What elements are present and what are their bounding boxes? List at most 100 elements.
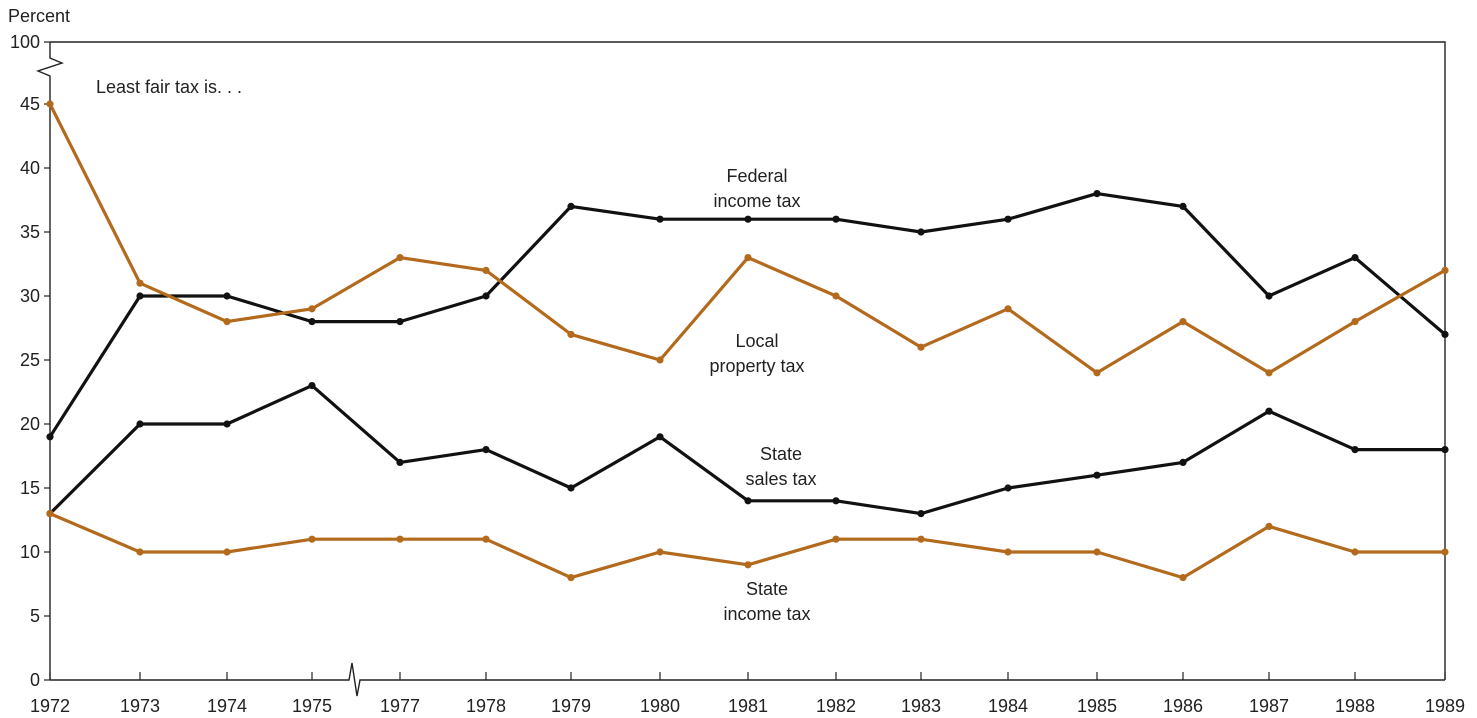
data-point [223, 548, 231, 556]
data-point [308, 382, 316, 390]
y-tick-label: 15 [20, 478, 40, 498]
data-point [917, 535, 925, 543]
data-point [567, 574, 575, 582]
x-tick-label: 1979 [551, 696, 591, 716]
data-point [396, 318, 404, 326]
data-point [1441, 446, 1449, 454]
data-point [567, 484, 575, 492]
series-label: Local [735, 331, 778, 351]
x-tick-label: 1978 [466, 696, 506, 716]
x-tick-label: 1972 [30, 696, 70, 716]
axes: 0 5 10 15 20 25 30 35 40 45 100 1972 1973 1974 1975 197… [10, 32, 1465, 716]
x-tick-label: 1980 [640, 696, 680, 716]
data-point [1265, 522, 1273, 531]
plot-frame-border [50, 41, 1446, 680]
y-tick-label: 30 [20, 286, 40, 306]
data-point [396, 254, 404, 262]
data-point [308, 535, 316, 543]
data-point [396, 458, 404, 466]
data-point [308, 305, 316, 313]
data-point [482, 446, 490, 454]
data-point [136, 548, 144, 556]
data-point [744, 497, 752, 505]
data-point [1351, 548, 1359, 556]
y-tick-label: 100 [10, 32, 40, 52]
data-point [656, 433, 664, 441]
x-tick-label: 1973 [120, 696, 160, 716]
data-point [396, 535, 404, 543]
series-label: income tax [713, 191, 800, 211]
y-tick-label: 20 [20, 414, 40, 434]
x-tick-label: 1984 [988, 696, 1028, 716]
x-tick-label: 1974 [207, 696, 247, 716]
data-point [917, 509, 925, 518]
data-point [1351, 254, 1359, 262]
data-point [744, 254, 752, 262]
data-point [482, 266, 490, 274]
series-line [48, 384, 1447, 516]
data-point [1179, 318, 1187, 326]
x-tick-label: 1975 [292, 696, 332, 716]
data-point [482, 535, 490, 543]
data-point [567, 330, 575, 338]
data-point [1093, 190, 1101, 198]
data-point [46, 433, 54, 441]
series-label: property tax [709, 356, 804, 376]
data-point [136, 292, 144, 300]
data-point [832, 535, 840, 543]
data-point [223, 292, 231, 300]
x-axis-line [50, 662, 1445, 697]
data-point [1179, 574, 1187, 582]
data-point [917, 343, 925, 351]
data-point [917, 228, 925, 236]
series-label: State [746, 579, 788, 599]
y-tick-label: 25 [20, 350, 40, 370]
data-point [1179, 202, 1187, 210]
x-tick-label: 1977 [380, 696, 420, 716]
x-tick-label: 1987 [1249, 696, 1289, 716]
x-tick-label: 1983 [901, 696, 941, 716]
y-axis-line [36, 42, 64, 680]
series-label: income tax [723, 604, 810, 624]
data-point [223, 420, 231, 428]
data-point [1351, 446, 1359, 454]
data-point [1093, 369, 1101, 377]
data-point [1441, 266, 1449, 274]
data-point [656, 215, 664, 223]
data-point [136, 279, 144, 287]
data-point [1265, 369, 1273, 377]
data-point [656, 356, 664, 364]
data-point [46, 509, 54, 518]
data-point [1004, 548, 1012, 556]
data-point [1004, 484, 1012, 492]
x-tick-label: 1981 [728, 696, 768, 716]
x-tick-label: 1988 [1335, 696, 1375, 716]
data-point [1441, 330, 1449, 338]
y-tick-label: 10 [20, 542, 40, 562]
data-point [832, 215, 840, 223]
series-label: State [760, 444, 802, 464]
y-tick-label: 0 [30, 670, 40, 690]
y-axis-title: Percent [8, 6, 70, 26]
x-tick-label: 1985 [1077, 696, 1117, 716]
data-point [1093, 548, 1101, 556]
data-point [744, 561, 752, 569]
data-point [1351, 318, 1359, 326]
series-label: sales tax [745, 469, 816, 489]
plot-frame [50, 41, 1446, 680]
data-point [1004, 215, 1012, 223]
series-label: Federal [726, 166, 787, 186]
data-point [656, 548, 664, 556]
y-tick-label: 40 [20, 158, 40, 178]
data-point [1265, 292, 1273, 300]
data-point [46, 100, 54, 108]
y-tick-label: 5 [30, 606, 40, 626]
x-tick-label: 1986 [1163, 696, 1203, 716]
data-point [744, 215, 752, 223]
series-lines [46, 100, 1449, 582]
data-point [308, 318, 316, 326]
data-point [223, 318, 231, 326]
data-point [136, 420, 144, 428]
